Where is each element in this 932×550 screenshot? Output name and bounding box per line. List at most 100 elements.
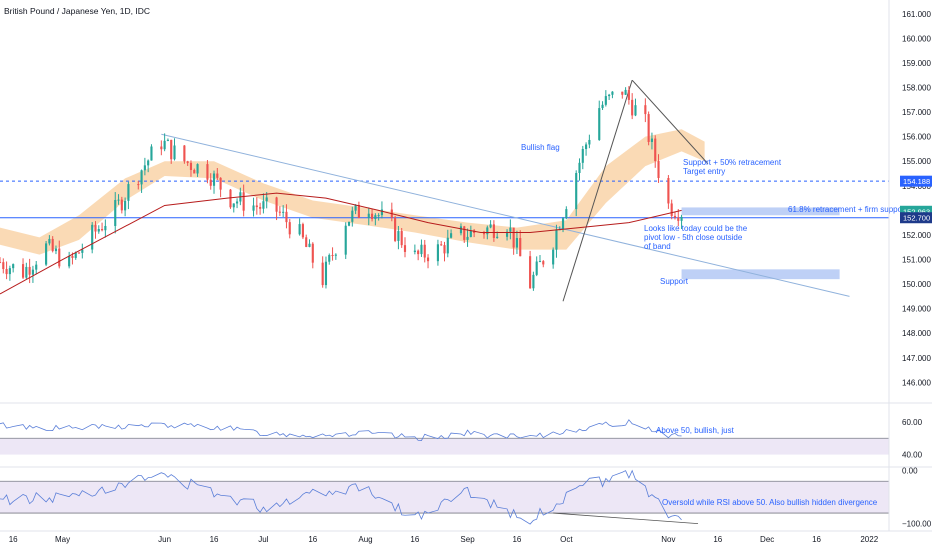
candle-up[interactable] <box>147 159 150 173</box>
candle-up[interactable] <box>565 206 568 220</box>
moving-average-line[interactable] <box>0 192 682 295</box>
candle-down[interactable] <box>357 201 360 219</box>
bearish-trendline[interactable] <box>161 133 850 297</box>
candle-up[interactable] <box>196 163 199 177</box>
candle-up[interactable] <box>680 214 683 230</box>
candle-up[interactable] <box>298 218 301 236</box>
candle-down[interactable] <box>305 234 308 248</box>
candle-up[interactable] <box>515 230 519 255</box>
candle-up[interactable] <box>578 158 581 181</box>
candle-up[interactable] <box>232 203 235 213</box>
candle-down[interactable] <box>216 168 219 181</box>
candle-up[interactable] <box>588 134 591 149</box>
candle-down[interactable] <box>394 215 397 243</box>
candle-down[interactable] <box>255 197 258 215</box>
candle-down[interactable] <box>0 257 2 264</box>
candle-down[interactable] <box>219 177 222 198</box>
candle-up[interactable] <box>608 93 611 100</box>
candle-down[interactable] <box>657 154 660 183</box>
candle-down[interactable] <box>519 230 522 257</box>
candle-down[interactable] <box>120 196 123 214</box>
candle-down[interactable] <box>627 86 630 105</box>
candle-up[interactable] <box>505 229 509 241</box>
candle-down[interactable] <box>331 247 334 261</box>
candle-down[interactable] <box>193 168 196 174</box>
candle-down[interactable] <box>51 236 54 253</box>
candle-up[interactable] <box>31 265 34 283</box>
candle-down[interactable] <box>654 135 657 168</box>
candle-up[interactable] <box>91 222 94 254</box>
candle-down[interactable] <box>673 211 677 220</box>
candle-up[interactable] <box>324 256 328 289</box>
candle-up[interactable] <box>601 101 604 110</box>
candle-down[interactable] <box>542 260 545 268</box>
candle-up[interactable] <box>377 213 380 221</box>
candle-up[interactable] <box>354 204 357 215</box>
candle-down[interactable] <box>463 225 466 243</box>
candle-down[interactable] <box>160 140 163 156</box>
candle-up[interactable] <box>81 243 84 259</box>
candle-down[interactable] <box>58 240 61 269</box>
candle-up[interactable] <box>538 255 542 263</box>
candle-up[interactable] <box>97 225 100 234</box>
candle-down[interactable] <box>189 160 193 177</box>
flag-top-line[interactable] <box>631 79 709 165</box>
candle-up[interactable] <box>446 229 449 258</box>
candle-down[interactable] <box>2 258 5 274</box>
candle-down[interactable] <box>21 258 25 280</box>
candle-up[interactable] <box>140 169 143 193</box>
candle-down[interactable] <box>492 220 495 242</box>
candle-down[interactable] <box>5 261 8 280</box>
candle-up[interactable] <box>397 225 400 250</box>
candle-up[interactable] <box>35 261 38 275</box>
candle-up[interactable] <box>624 87 627 96</box>
candle-down[interactable] <box>670 199 673 220</box>
candle-up[interactable] <box>450 229 453 239</box>
candle-up[interactable] <box>436 239 439 266</box>
candle-down[interactable] <box>631 93 634 120</box>
candle-up[interactable] <box>413 244 416 255</box>
candle-up[interactable] <box>634 98 637 117</box>
candle-up[interactable] <box>347 221 351 227</box>
candle-up[interactable] <box>12 263 15 273</box>
candle-up[interactable] <box>344 222 347 260</box>
candle-down[interactable] <box>209 173 212 190</box>
rsi-line[interactable] <box>0 419 682 441</box>
candle-up[interactable] <box>552 247 555 269</box>
candle-down[interactable] <box>170 139 173 164</box>
candle-down[interactable] <box>77 251 81 254</box>
candle-up[interactable] <box>489 220 492 229</box>
candle-down[interactable] <box>186 160 189 166</box>
candle-up[interactable] <box>604 90 607 107</box>
candle-up[interactable] <box>308 239 311 248</box>
candle-up[interactable] <box>54 245 58 255</box>
candle-down[interactable] <box>647 111 650 146</box>
candle-down[interactable] <box>677 209 680 227</box>
candle-down[interactable] <box>301 222 304 240</box>
candle-down[interactable] <box>443 241 446 262</box>
candle-up[interactable] <box>45 241 48 267</box>
candle-up[interactable] <box>532 271 535 291</box>
price-panel[interactable]: Bullish flag Support + 50% retracementTar… <box>0 79 908 302</box>
candle-down[interactable] <box>259 202 262 215</box>
candle-up[interactable] <box>469 225 472 238</box>
candle-up[interactable] <box>374 213 377 226</box>
candle-down[interactable] <box>94 221 97 239</box>
candle-up[interactable] <box>334 253 337 260</box>
candle-down[interactable] <box>621 91 624 99</box>
candle-down[interactable] <box>288 218 291 239</box>
candle-down[interactable] <box>229 189 232 209</box>
candle-down[interactable] <box>183 145 186 164</box>
candle-up[interactable] <box>114 192 117 234</box>
candle-down[interactable] <box>400 228 403 248</box>
candle-up[interactable] <box>575 170 578 217</box>
candle-up[interactable] <box>143 157 146 176</box>
williams-line[interactable] <box>0 469 682 525</box>
candle-down[interactable] <box>101 222 104 232</box>
candle-down[interactable] <box>278 206 281 217</box>
candle-up[interactable] <box>127 181 130 210</box>
candle-up[interactable] <box>367 207 370 226</box>
candle-down[interactable] <box>423 239 426 263</box>
candle-up[interactable] <box>48 235 51 246</box>
candle-up[interactable] <box>598 100 601 141</box>
